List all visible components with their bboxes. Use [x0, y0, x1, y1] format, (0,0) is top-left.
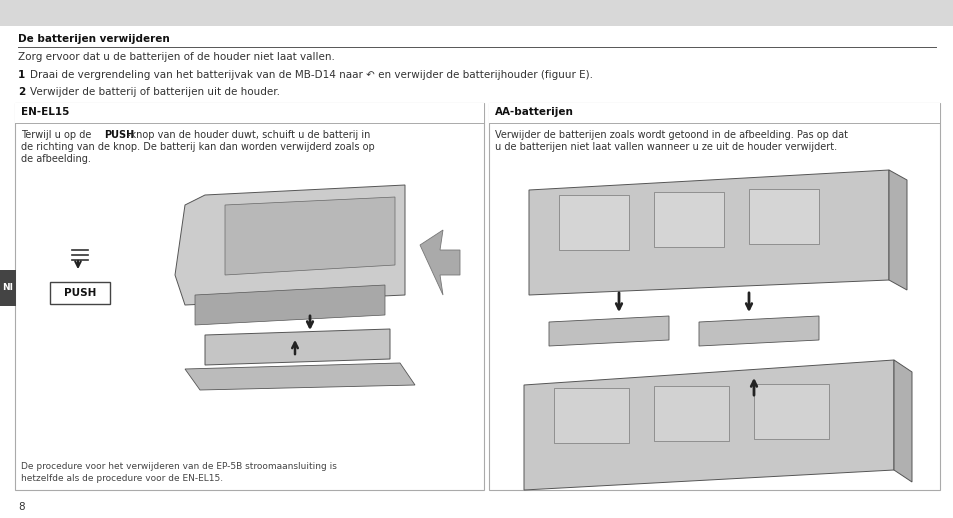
Bar [748, 189, 818, 244]
Bar [554, 388, 628, 443]
Polygon shape [529, 170, 888, 295]
Polygon shape [523, 360, 893, 490]
Bar [654, 386, 728, 441]
Text: NI: NI [3, 283, 13, 293]
Polygon shape [194, 285, 385, 325]
Text: de afbeelding.: de afbeelding. [21, 154, 91, 164]
Text: Draai de vergrendeling van het batterijvak van de MB-D14 naar ↶ en verwijder de : Draai de vergrendeling van het batterijv… [30, 70, 593, 80]
Polygon shape [893, 360, 911, 482]
Text: 8: 8 [18, 502, 25, 512]
Text: De procedure voor het verwijderen van de EP-5B stroomaansluiting is: De procedure voor het verwijderen van de… [21, 462, 336, 471]
Text: Verwijder de batterij of batterijen uit de houder.: Verwijder de batterij of batterijen uit … [30, 87, 280, 97]
Bar [558, 195, 628, 250]
Bar [15, 103, 483, 490]
Text: u de batterijen niet laat vallen wanneer u ze uit de houder verwijdert.: u de batterijen niet laat vallen wanneer… [495, 142, 836, 152]
Bar [489, 103, 939, 123]
Bar [15, 103, 483, 123]
Text: Terwijl u op de: Terwijl u op de [21, 130, 94, 140]
Text: EN-EL15: EN-EL15 [21, 107, 70, 117]
Bar [50, 282, 110, 304]
Polygon shape [699, 316, 818, 346]
Text: De batterijen verwijderen: De batterijen verwijderen [18, 34, 170, 44]
Text: 2: 2 [18, 87, 25, 97]
Polygon shape [888, 170, 906, 290]
Bar [753, 384, 828, 439]
Polygon shape [419, 230, 459, 295]
Polygon shape [225, 197, 395, 275]
Bar [0, 0, 953, 26]
Polygon shape [185, 363, 415, 390]
Text: Zorg ervoor dat u de batterijen of de houder niet laat vallen.: Zorg ervoor dat u de batterijen of de ho… [18, 52, 335, 62]
Text: PUSH: PUSH [64, 288, 96, 298]
Text: de richting van de knop. De batterij kan dan worden verwijderd zoals op: de richting van de knop. De batterij kan… [21, 142, 375, 152]
Bar [489, 103, 939, 490]
Text: PUSH: PUSH [104, 130, 134, 140]
Text: AA-batterijen: AA-batterijen [495, 107, 574, 117]
Polygon shape [548, 316, 668, 346]
Polygon shape [205, 329, 390, 365]
Bar [0, 270, 16, 306]
Text: Verwijder de batterijen zoals wordt getoond in de afbeelding. Pas op dat: Verwijder de batterijen zoals wordt geto… [495, 130, 847, 140]
Text: hetzelfde als de procedure voor de EN-EL15.: hetzelfde als de procedure voor de EN-EL… [21, 474, 223, 483]
Text: -knop van de houder duwt, schuift u de batterij in: -knop van de houder duwt, schuift u de b… [127, 130, 370, 140]
Text: 1: 1 [18, 70, 25, 80]
Bar [654, 192, 723, 247]
Polygon shape [174, 185, 405, 305]
